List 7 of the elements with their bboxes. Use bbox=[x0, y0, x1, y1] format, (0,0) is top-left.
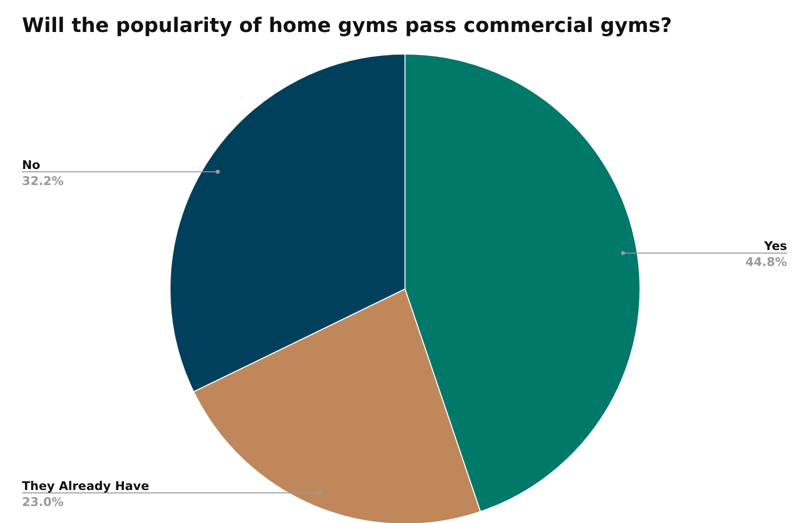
slice-label: They Already Have bbox=[22, 478, 150, 493]
chart-title: Will the popularity of home gyms pass commercial gyms? bbox=[22, 13, 672, 37]
slice-label: Yes bbox=[763, 239, 787, 254]
data-label: 23.0% bbox=[22, 494, 64, 509]
slice-label: No bbox=[22, 158, 40, 172]
data-label: 44.8% bbox=[745, 255, 787, 270]
data-label: 32.2% bbox=[22, 174, 64, 188]
